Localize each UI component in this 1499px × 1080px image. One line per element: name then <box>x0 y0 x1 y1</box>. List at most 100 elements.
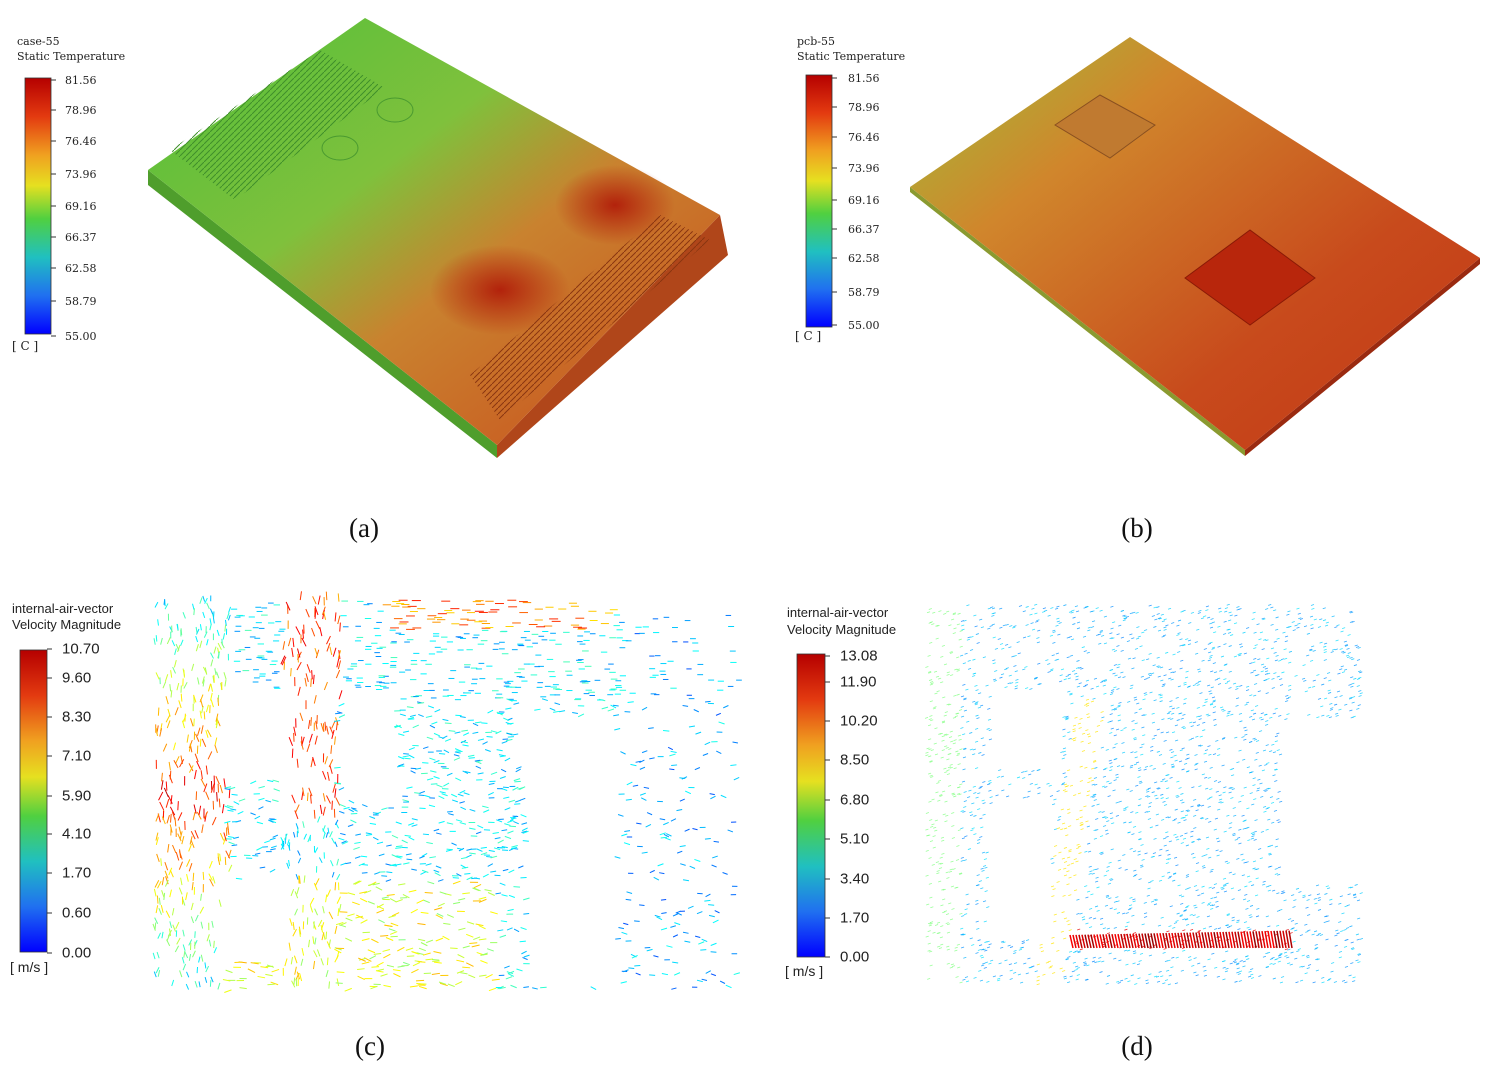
streak <box>955 976 959 978</box>
vector <box>375 886 383 891</box>
streak <box>1120 650 1124 652</box>
vector <box>299 973 303 982</box>
streak <box>1233 961 1237 964</box>
vector <box>411 968 419 974</box>
streak <box>1186 753 1190 756</box>
vector <box>420 911 429 914</box>
streak <box>1283 899 1287 902</box>
streak <box>1023 962 1027 965</box>
streak <box>930 749 934 752</box>
streak <box>1169 705 1173 708</box>
vector <box>716 750 722 754</box>
streak <box>1275 924 1280 927</box>
vector <box>451 793 458 798</box>
streak <box>1213 631 1217 634</box>
streak <box>1287 610 1291 613</box>
vector <box>425 958 434 961</box>
streak <box>964 652 968 655</box>
vector <box>710 795 716 800</box>
vector <box>190 839 195 848</box>
streak <box>963 859 967 862</box>
streak <box>1272 963 1276 965</box>
vector <box>207 751 213 760</box>
streak <box>1232 807 1236 809</box>
streak <box>1029 966 1033 969</box>
streak <box>1239 720 1243 723</box>
streak <box>1130 811 1134 814</box>
streak <box>1133 738 1137 741</box>
vector <box>353 846 360 850</box>
streak <box>1239 643 1243 646</box>
vector <box>335 669 341 679</box>
streak <box>938 862 942 865</box>
vector <box>179 970 183 978</box>
streak <box>1182 929 1186 932</box>
streak <box>1132 900 1136 903</box>
streak <box>1351 682 1355 685</box>
streak <box>1016 641 1020 644</box>
streak <box>1083 650 1087 653</box>
streak <box>1287 948 1291 951</box>
streak <box>1214 817 1219 820</box>
streak <box>1067 677 1071 680</box>
vector <box>444 738 452 742</box>
streak <box>1075 934 1080 949</box>
vector <box>284 833 288 840</box>
streak <box>932 846 936 849</box>
vector <box>669 768 675 771</box>
streak <box>976 874 980 877</box>
vector <box>395 845 403 848</box>
vector <box>462 892 470 895</box>
vector <box>264 840 271 844</box>
streak <box>1109 732 1113 734</box>
streak <box>1185 876 1189 878</box>
vector <box>306 792 309 801</box>
streak <box>1179 799 1184 802</box>
streak <box>1110 848 1114 851</box>
streak <box>1215 790 1219 793</box>
streak <box>1161 635 1165 638</box>
streak <box>1146 894 1150 897</box>
vector <box>479 974 487 977</box>
vector <box>310 758 314 768</box>
streak <box>1182 949 1186 952</box>
vector <box>522 957 528 961</box>
streak <box>1059 674 1063 677</box>
vector <box>194 753 199 763</box>
streak <box>1144 933 1149 949</box>
streak <box>941 888 945 891</box>
streak <box>1200 804 1205 807</box>
vector <box>521 950 527 955</box>
streak <box>1296 626 1300 629</box>
streak <box>1351 658 1355 661</box>
vector <box>183 681 188 689</box>
vector <box>293 831 296 838</box>
streak <box>1086 964 1090 967</box>
streak <box>1182 713 1186 716</box>
streak <box>984 949 988 952</box>
streak <box>1135 637 1140 640</box>
vector <box>434 709 441 713</box>
vector <box>476 848 483 852</box>
streak <box>989 625 993 627</box>
streak <box>1209 703 1214 706</box>
colorbar-label: 8.50 <box>840 752 869 769</box>
streak <box>1170 678 1174 681</box>
streak <box>1177 651 1181 653</box>
streak <box>1262 955 1267 958</box>
vector <box>442 718 449 722</box>
streak <box>1131 667 1135 670</box>
vector <box>201 738 207 748</box>
streak <box>1276 797 1280 800</box>
vector <box>654 914 661 918</box>
streak <box>1324 893 1328 895</box>
vector <box>161 876 165 886</box>
streak <box>1162 762 1166 765</box>
streak <box>1168 840 1173 843</box>
vector <box>361 961 370 965</box>
streak <box>1252 661 1256 664</box>
vector <box>649 869 655 874</box>
vector <box>314 647 318 657</box>
vector <box>501 894 508 897</box>
streak <box>1167 816 1172 819</box>
